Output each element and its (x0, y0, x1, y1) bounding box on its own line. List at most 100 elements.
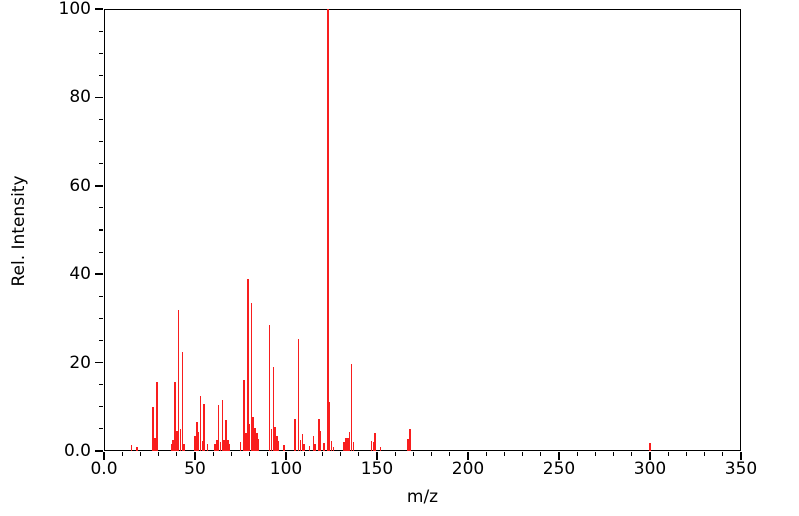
spectrum-peak-mz-147 (370, 440, 373, 451)
plot-area (104, 9, 741, 451)
spectrum-peak-mz-80 (248, 424, 251, 451)
x-minor-tick (704, 452, 706, 456)
spectrum-peak-mz-75 (239, 442, 242, 451)
x-tick-label: 350 (724, 459, 758, 479)
x-minor-tick (394, 452, 396, 456)
x-minor-tick (485, 452, 487, 456)
spectrum-peak-mz-99 (283, 444, 285, 451)
y-minor-tick (99, 207, 103, 209)
x-major-tick (467, 452, 469, 460)
spectrum-peak-mz-18 (136, 446, 138, 451)
spectrum-peak-mz-126 (332, 446, 335, 451)
spectrum-peak-mz-28 (154, 437, 156, 451)
spectrum-peak-mz-66 (223, 439, 225, 451)
y-minor-tick (99, 74, 103, 76)
spectrum-peak-mz-42 (179, 428, 182, 451)
y-major-tick (95, 361, 103, 364)
spectrum-peak-mz-135 (348, 432, 351, 451)
y-minor-tick (99, 163, 103, 165)
spectrum-peak-mz-85 (257, 439, 260, 451)
x-minor-tick (139, 452, 141, 456)
spectrum-peak-mz-54 (201, 440, 204, 451)
x-minor-tick (412, 452, 414, 456)
y-axis-title: Rel. Intensity (9, 175, 29, 287)
x-minor-tick (685, 452, 687, 456)
y-minor-tick (99, 52, 103, 54)
spectrum-peak-mz-107 (297, 339, 300, 451)
spectrum-peak-mz-94 (274, 426, 276, 451)
y-tick-label: 0.0 (63, 441, 91, 461)
spectrum-peak-mz-92 (270, 428, 273, 451)
spectrum-peak-mz-137 (352, 442, 355, 451)
x-minor-tick (121, 452, 123, 456)
spectrum-peak-mz-136 (350, 363, 353, 451)
x-major-tick (376, 452, 378, 460)
x-minor-tick (358, 452, 360, 456)
x-minor-tick (340, 452, 342, 456)
spectrum-peak-mz-63 (217, 404, 220, 451)
x-minor-tick (212, 452, 214, 456)
y-tick-label: 60 (69, 175, 91, 196)
spectrum-peak-mz-68 (227, 439, 229, 451)
x-axis-title: m/z (406, 487, 439, 507)
spectrum-peak-mz-27 (152, 406, 154, 451)
spectrum-peak-mz-168 (409, 428, 411, 451)
y-minor-tick (99, 229, 103, 231)
spectrum-peak-mz-15 (130, 444, 133, 451)
spectrum-peak-mz-37 (170, 444, 173, 451)
spectrum-peak-mz-113 (308, 445, 311, 451)
spectrum-peak-mz-64 (219, 442, 222, 451)
spectrum-peak-mz-81 (250, 302, 253, 451)
spectrum-peak-mz-62 (216, 439, 218, 451)
x-minor-tick (722, 452, 724, 456)
x-major-tick (194, 452, 196, 460)
spectrum-peak-mz-148 (372, 442, 375, 451)
spectrum-peak-mz-96 (277, 441, 280, 451)
x-tick-label: 50 (184, 459, 206, 479)
spectrum-peak-mz-93 (272, 367, 274, 451)
y-minor-tick (99, 141, 103, 143)
spectrum-peak-mz-55 (203, 403, 205, 451)
y-minor-tick (99, 428, 103, 430)
y-tick-label: 20 (69, 352, 91, 373)
x-major-tick (103, 452, 105, 460)
y-minor-tick (99, 406, 103, 408)
spectrum-peak-mz-118 (318, 419, 320, 451)
x-minor-tick (522, 452, 524, 456)
y-minor-tick (99, 339, 103, 342)
spectrum-peak-mz-53 (199, 395, 202, 451)
spectrum-peak-mz-61 (214, 444, 216, 451)
y-minor-tick (99, 317, 103, 319)
x-minor-tick (321, 452, 323, 456)
x-minor-tick (249, 452, 251, 456)
x-tick-label: 0.0 (90, 459, 118, 479)
y-major-tick (95, 8, 103, 10)
x-tick-label: 200 (451, 459, 485, 479)
x-minor-tick (613, 452, 615, 456)
spectrum-peak-mz-149 (374, 433, 376, 451)
spectrum-peak-mz-82 (252, 417, 254, 451)
spectrum-peak-mz-91 (268, 325, 271, 451)
x-tick-label: 150 (360, 459, 394, 479)
spectrum-peak-mz-79 (247, 278, 249, 451)
spectrum-peak-mz-69 (228, 444, 231, 451)
y-major-tick (95, 273, 103, 275)
spectrum-peak-mz-116 (314, 444, 316, 451)
spectrum-peak-mz-52 (197, 432, 200, 451)
spectrum-peak-mz-300 (649, 443, 651, 451)
spectrum-peak-mz-40 (176, 431, 178, 451)
spectrum-peak-mz-41 (177, 309, 180, 451)
x-tick-label: 300 (633, 459, 667, 479)
spectrum-peak-mz-108 (299, 439, 302, 451)
x-minor-tick (176, 452, 178, 456)
spectrum-peak-mz-95 (276, 435, 278, 451)
x-major-tick (740, 452, 742, 460)
spectrum-peak-mz-43 (181, 351, 183, 451)
spectrum-peak-mz-119 (319, 430, 322, 451)
spectrum-peak-mz-167 (407, 439, 409, 451)
spectrum-peak-mz-133 (345, 437, 347, 451)
x-minor-tick (594, 452, 596, 456)
x-tick-label: 250 (542, 459, 576, 479)
y-tick-label: 100 (58, 0, 91, 19)
